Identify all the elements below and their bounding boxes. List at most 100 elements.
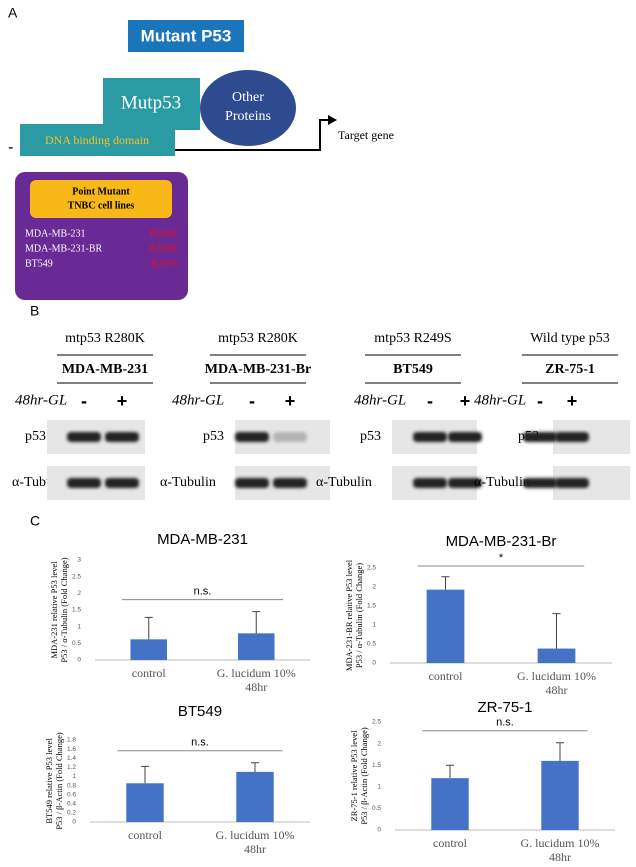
band [523,478,557,488]
band [555,478,589,488]
x-tick-label: G. lucidum 10% 48hr [517,669,596,697]
error-bar [446,764,454,779]
minus: - [81,391,87,411]
band [273,478,307,488]
error-bar [441,576,450,590]
y-axis-label: MDA-231 relative P53 level [49,561,59,659]
chart-title: MDA-MB-231 [157,531,248,548]
chart-title: BT549 [178,703,222,720]
mutation: R249S [151,258,178,269]
partner: Proteins [225,109,271,124]
mutation-label: mtp53 R280K [65,331,145,346]
error-bar [251,762,259,772]
y-tick-label: 0.8 [67,782,76,789]
y-tick-label: 0.5 [367,641,376,648]
box-title: TNBC cell lines [68,200,135,211]
y-tick-label: 2.5 [72,573,81,580]
treatment-label: 48hr-GL [474,392,526,408]
bar [541,760,579,830]
y-axis-label: MDA-231-BR relative P53 level [344,559,354,671]
row-label: p53 [203,429,224,444]
bar [537,648,576,663]
annotation: n.s. [496,717,514,729]
treatment-label: 48hr-GL [354,392,406,408]
row-label: p53 [25,429,46,444]
band [67,478,101,488]
row-label: α-Tubulin [160,475,216,490]
band [413,478,447,488]
y-tick-label: 2.5 [367,565,376,572]
x-tick-label: control [128,828,163,842]
cell-line: MDA-MB-231-BR [25,243,103,254]
y-axis-label: BT549 relative P53 level [44,738,54,824]
error-bar [552,613,561,649]
protein-box [103,78,200,130]
box-title-bg [30,180,172,218]
cell-lines: MDA-MB-231 R280K MDA-MB-231-BR R280K BT549 R2… [25,228,179,269]
minus: - [249,391,255,411]
y-tick-label: 0.5 [72,640,81,647]
x-tick-label: G. lucidum 10% 48hr [216,828,295,856]
start-mark: - [8,139,13,156]
x-tick-label: G. lucidum 10% 48hr [521,836,600,864]
y-tick-label: 1.4 [67,755,76,762]
partner: Other [232,90,264,105]
panel-label: A [8,5,18,21]
arrow-head [328,115,337,125]
error-bar [252,611,261,634]
band [105,432,139,442]
title: Mutant P53 [141,26,232,45]
protein: Mutp53 [121,92,181,113]
y-tick-label: 0.6 [67,791,76,798]
domain-box [20,124,175,156]
panel-label: C [30,513,40,529]
mutation-label: Wild type p53 [530,331,610,346]
band [235,432,269,442]
x-tick-label: control [429,669,464,683]
y-tick-label: 1.2 [67,764,76,771]
title-box [128,20,244,52]
y-tick-label: 1.5 [372,762,381,769]
mutation: R280K [149,228,179,239]
cell-line: MDA-MB-231 [25,228,86,239]
y-axis-label: P53 / β-Actin (Fold Change) [54,732,64,830]
mutation: R280K [149,243,179,254]
x-tick-label: control [433,836,468,850]
y-tick-label: 0 [72,819,76,826]
bar [237,633,275,660]
y-axis-label: P53 / β-Actin (Fold Change) [359,727,369,825]
row-label: p53 [360,429,381,444]
box-title: Point Mutant [72,186,130,197]
plus: + [117,391,128,411]
error-bar [144,616,153,640]
x-tick-label: G. lucidum 10% 48hr [217,666,296,694]
y-tick-label: 1 [77,623,81,630]
band [235,478,269,488]
chart-title: MDA-MB-231-Br [446,533,557,550]
panel-label: B [30,303,39,319]
band [555,432,589,442]
band [67,432,101,442]
y-tick-label: 0 [372,660,376,667]
cell-line-label: MDA-MB-231 [62,362,148,377]
chart-title: ZR-75-1 [477,699,532,716]
error-bar [556,742,564,761]
treatment-label: 48hr-GL [15,392,67,408]
band [523,432,557,442]
x-tick-label: control [132,666,167,680]
annotation: * [499,552,504,564]
domain: DNA binding domain [45,133,149,147]
y-tick-label: 1 [372,622,376,629]
band [448,432,482,442]
y-tick-label: 2 [77,590,81,597]
y-axis-label: P53 / α-Tubulin (Fold Change) [59,557,69,662]
cell-line: BT549 [25,258,53,269]
y-tick-label: 2.5 [372,719,381,726]
y-tick-label: 0 [377,827,381,834]
band [448,478,482,488]
row-label: α-Tubulin [316,475,372,490]
bar [126,783,164,822]
plus: + [460,391,471,411]
